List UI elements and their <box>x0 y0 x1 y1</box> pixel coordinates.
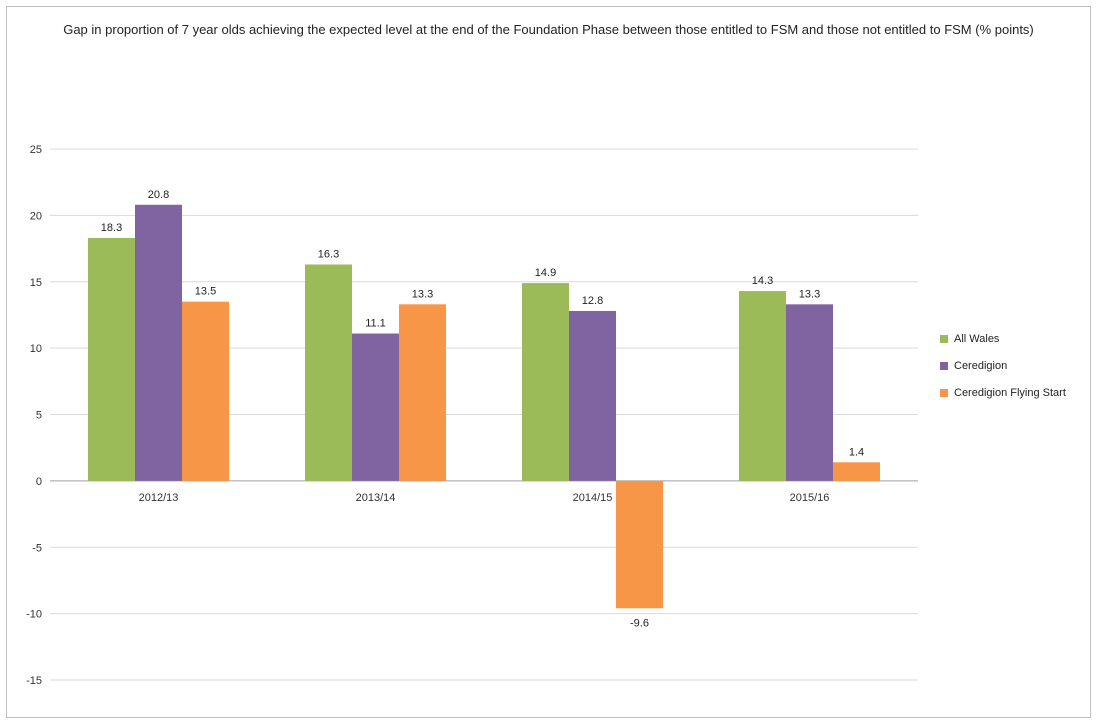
bar <box>135 204 182 481</box>
bar <box>739 291 786 481</box>
y-tick-label: 25 <box>30 144 42 156</box>
x-tick-label: 2014/15 <box>573 492 613 504</box>
y-tick-label: 5 <box>36 410 42 422</box>
data-label: 13.5 <box>195 286 216 298</box>
bar <box>88 237 135 481</box>
data-label: 14.3 <box>752 275 773 287</box>
data-label: 12.8 <box>582 295 603 307</box>
legend: All Wales Ceredigion Ceredigion Flying S… <box>940 330 1066 411</box>
bar <box>399 304 446 481</box>
x-tick-label: 2013/14 <box>356 492 396 504</box>
y-tick-label: -15 <box>26 675 42 687</box>
legend-swatch-ceredigion-flying-start <box>940 389 948 397</box>
data-label: 14.9 <box>535 267 556 279</box>
x-tick-label: 2015/16 <box>790 492 830 504</box>
bar <box>352 333 399 481</box>
bar <box>182 301 229 481</box>
y-tick-label: -5 <box>32 542 42 554</box>
legend-swatch-ceredigion <box>940 362 948 370</box>
legend-item-all-wales: All Wales <box>940 330 1066 348</box>
bar <box>786 304 833 481</box>
x-tick-label: 2012/13 <box>139 492 179 504</box>
bar <box>522 283 569 481</box>
y-tick-label: 0 <box>36 476 42 488</box>
data-label: 16.3 <box>318 248 339 260</box>
data-label: 13.3 <box>412 288 433 300</box>
data-label: 13.3 <box>799 288 820 300</box>
data-label: 11.1 <box>365 318 386 330</box>
data-label: 1.4 <box>849 446 864 458</box>
data-label: -9.6 <box>630 617 649 629</box>
legend-item-ceredigion-flying-start: Ceredigion Flying Start <box>940 384 1066 402</box>
bar <box>305 264 352 481</box>
data-label: 18.3 <box>101 222 122 234</box>
legend-item-ceredigion: Ceredigion <box>940 357 1066 375</box>
bar <box>569 310 616 481</box>
legend-label-all-wales: All Wales <box>954 333 1000 345</box>
chart-title: Gap in proportion of 7 year olds achievi… <box>63 22 1034 37</box>
y-tick-label: 15 <box>30 277 42 289</box>
y-tick-label: 10 <box>30 343 42 355</box>
bar <box>833 462 880 481</box>
bar <box>616 480 663 609</box>
data-label: 20.8 <box>148 189 169 201</box>
y-tick-label: 20 <box>30 210 42 222</box>
legend-swatch-all-wales <box>940 335 948 343</box>
y-tick-label: -10 <box>26 609 42 621</box>
legend-label-ceredigion-flying-start: Ceredigion Flying Start <box>954 387 1066 399</box>
legend-label-ceredigion: Ceredigion <box>954 360 1008 372</box>
